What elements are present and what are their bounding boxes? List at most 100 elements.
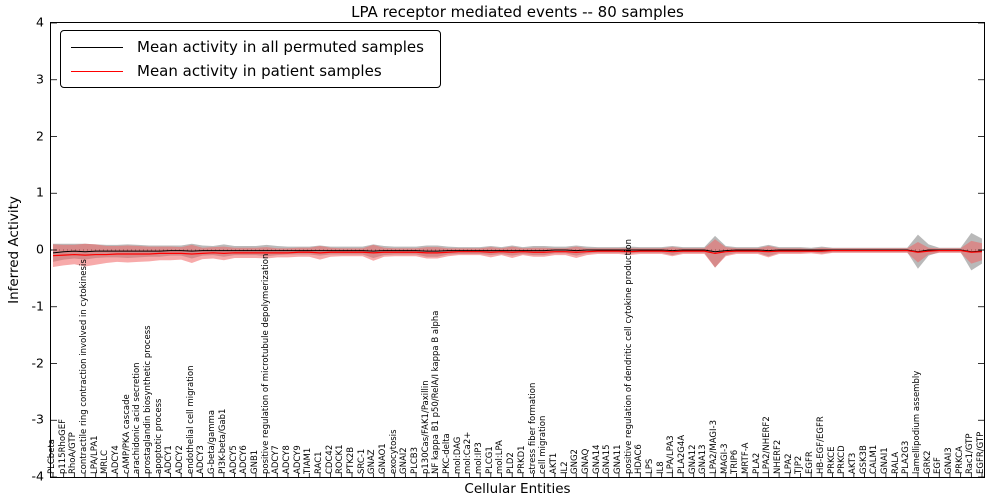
legend-entry-patient: Mean activity in patient samples (71, 62, 424, 80)
x-tick-label: cell migration (538, 415, 549, 474)
y-tick-label: 0 (36, 241, 44, 257)
x-tick-label: LPS (644, 458, 655, 474)
x-tick-label: GNAQ (580, 448, 591, 474)
permuted-line-swatch-icon (71, 46, 123, 48)
x-tick-label: ADCY4 (111, 445, 122, 474)
x-tick-label: ADCY3 (196, 445, 207, 474)
x-tick-label: ADCY6 (239, 445, 250, 474)
x-tick-label: GNAZ (367, 449, 378, 474)
x-tick-label: PLD2 (506, 452, 517, 474)
x-tick-label: GNAO1 (378, 443, 389, 474)
y-tick-label: 3 (36, 71, 44, 87)
x-tick-label: AKT1 (548, 452, 559, 474)
x-tick-label: TRIP6 (730, 449, 741, 474)
x-tick-label: GNA14 (591, 444, 602, 474)
x-tick-label: CDC42 (324, 444, 335, 474)
x-tick-label: lamellipodium assembly (911, 370, 922, 474)
x-tick-label: GNA11 (612, 444, 623, 474)
x-tick-label: EGFR/GTP (976, 431, 986, 474)
x-tick-label: endothelial cell migration (185, 365, 196, 474)
x-tick-label: PRKCA (954, 446, 965, 474)
x-axis-label: Cellular Entities (464, 481, 571, 497)
x-tick-label: exocytosis (388, 429, 399, 474)
x-tick-label: EGFR (805, 451, 816, 474)
x-tick-label: PRKCE (826, 446, 837, 474)
patient-line-swatch-icon (71, 70, 123, 72)
x-tick-label: HB-EGF/EGFR (815, 416, 826, 474)
x-tick-label: contractile ring contraction involved in… (79, 259, 90, 474)
x-tick-label: ADCY1 (164, 445, 175, 474)
x-tick-label: LPA2 (783, 453, 794, 474)
y-tick-label: -4 (31, 468, 44, 484)
x-tick-label: GNA12 (687, 444, 698, 474)
x-tick-label: PI3K-beta/Gab1 (217, 408, 228, 474)
x-tick-label: positive regulation of dendritic cell cy… (623, 239, 634, 474)
x-tick-label: RAC1 (313, 451, 324, 474)
x-tick-label: ADCY7 (271, 445, 282, 474)
x-tick-label: IL8 (655, 461, 666, 474)
legend-entry-permuted: Mean activity in all permuted samples (71, 38, 424, 56)
x-tick-label: GRK2 (922, 450, 933, 474)
x-tick-label: GNAI3 (943, 447, 954, 474)
x-tick-label: MAGI-3 (719, 443, 730, 474)
x-tick-label: TJP2 (794, 455, 805, 474)
x-tick-label: PLCG1 (484, 446, 495, 474)
x-tick-label: GNA13 (698, 444, 709, 474)
x-tick-label: PKC-delta (442, 433, 453, 474)
x-tick-label: ADCY9 (292, 445, 303, 474)
legend-label-permuted: Mean activity in all permuted samples (137, 38, 424, 56)
x-tick-label: NF kappa B1 p50/RelA/I kappa B alpha (431, 310, 442, 474)
x-tick-label: GNB1 (249, 449, 260, 474)
x-tick-label: RALA (890, 451, 901, 474)
x-tick-label: LPA2/NHERF2 (762, 416, 773, 474)
y-tick-label: 1 (36, 184, 44, 200)
x-tick-label: arachidonic acid secretion (132, 362, 143, 474)
legend-label-patient: Mean activity in patient samples (137, 62, 382, 80)
x-tick-label: AKT3 (847, 452, 858, 474)
x-tick-label: PLCB3 (410, 446, 421, 474)
x-tick-label: PTK2B (345, 446, 356, 474)
x-tick-label: PLA2G3 (901, 440, 912, 474)
x-tick-label: Rac1/GTP (965, 433, 976, 474)
x-tick-label: G-beta/gamma (207, 409, 218, 474)
x-tick-label: GNAI1 (879, 447, 890, 474)
x-tick-label: GSK3B (858, 445, 869, 474)
x-tick-label: mol:LPA (495, 440, 506, 474)
x-tick-label: MRTF-A (741, 442, 752, 474)
x-tick-label: prostaglandin biosynthetic process (143, 325, 154, 474)
x-tick-label: ADCY8 (281, 445, 292, 474)
x-tick-label: SRC-1 (356, 448, 367, 474)
x-tick-label: HDAC6 (634, 444, 645, 474)
plot-area: PLCbeta p115RhoGEF RhoA/GTP contractile rin… (47, 22, 986, 478)
x-tick-label: PRKCD (837, 445, 848, 474)
x-tick-label: mol:DAG (452, 436, 463, 474)
x-tick-label: LPA/LPA3 (666, 435, 677, 474)
y-tick-label: -1 (31, 298, 44, 314)
x-tick-label: ADCY5 (228, 445, 239, 474)
y-tick-label: 4 (36, 14, 44, 30)
x-tick-label: RhoA/GTP (68, 432, 79, 474)
x-tick-label: ROCK1 (335, 444, 346, 474)
x-tick-label: positive regulation of microtubule depol… (260, 253, 271, 474)
x-tick-label: ADCY2 (175, 445, 186, 474)
x-tick-label: PLA2G4A (677, 434, 687, 474)
x-tick-label: PLCbeta (47, 439, 57, 474)
x-tick-label: PLA2 (751, 452, 762, 474)
x-tick-label: GNA15 (602, 444, 613, 474)
x-tick-label: EGF (933, 457, 944, 474)
x-tick-label: CALM1 (869, 444, 880, 474)
x-tick-label: mol:IP3 (474, 442, 485, 474)
x-tick-label: GNAI2 (399, 447, 410, 474)
x-tick-label: p130Cas/FAK1/Paxillin (420, 380, 431, 474)
y-tick-label: 2 (36, 128, 44, 143)
x-tick-label: p115RhoGEF (57, 419, 68, 474)
y-tick-label: -2 (31, 355, 44, 370)
x-tick-label: IL2 (559, 461, 570, 474)
x-tick-label: apoptotic process (153, 398, 164, 474)
chart-title: LPA receptor mediated events -- 80 sampl… (351, 3, 684, 21)
x-tick-label: NHERF2 (773, 439, 784, 474)
x-tick-label: PRKD1 (516, 445, 527, 474)
x-tick-label: GNG2 (570, 449, 581, 474)
y-tick-label: -3 (31, 411, 44, 427)
